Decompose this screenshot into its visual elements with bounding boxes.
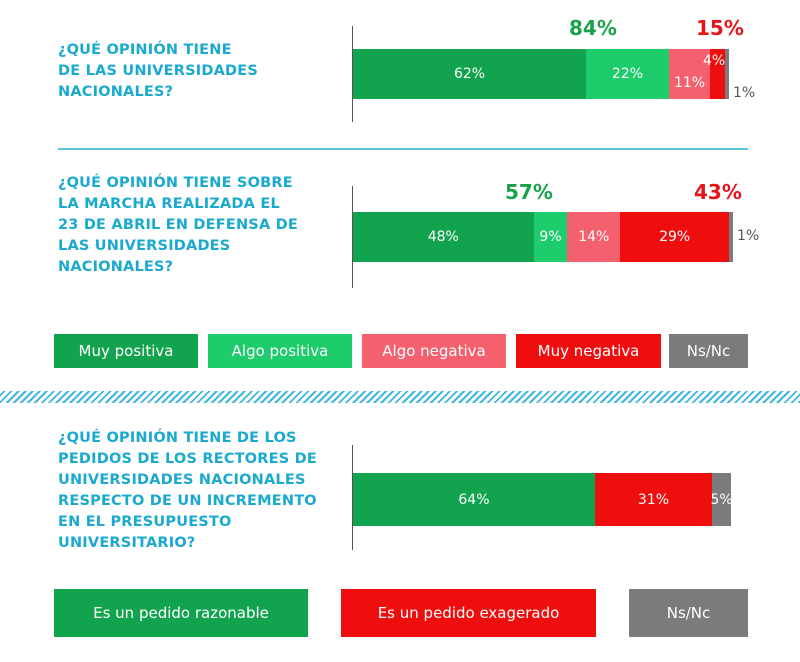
question-1: ¿QUÉ OPINIÓN TIENE DE LAS UNIVERSIDADES …	[58, 42, 259, 100]
stacked-bar-3: 64% 31% 5%	[353, 473, 733, 526]
bar3-segment-es-un-pedido-exagerado: 31%	[594, 473, 713, 526]
legend-algo-negativa: Algo negativa	[362, 334, 506, 368]
axis-line-3	[352, 445, 353, 550]
total-positive-1: 84%	[569, 16, 617, 40]
bar2-segment-algo-negativa: 14%	[567, 212, 621, 262]
hatched-divider	[0, 391, 800, 403]
bar1-segment-algo-positiva: 22%	[586, 49, 669, 99]
legend-muy-negativa: Muy negativa	[516, 334, 661, 368]
stacked-bar-1: 62% 22% 11% 4% 1%	[353, 49, 755, 101]
legend-muy-positiva: Muy positiva	[54, 334, 198, 368]
bar1-segment-muy-negativa: 4%	[703, 49, 726, 99]
section-divider	[58, 148, 748, 150]
question-2: ¿QUÉ OPINIÓN TIENE SOBRE LA MARCHA REALI…	[58, 175, 298, 275]
axis-line-1	[352, 26, 353, 122]
legend-nsnc: Ns/Nc	[669, 334, 748, 368]
bar1-segment-ns-nc	[725, 49, 729, 99]
bar2-label-outside: 1%	[737, 228, 760, 244]
bar1-label-outside: 1%	[733, 85, 756, 101]
bar3-segment-ns-nc: 5%	[710, 473, 733, 526]
bar2-segment-algo-positiva: 9%	[533, 212, 568, 262]
bar2-segment-muy-positiva: 48%	[353, 212, 534, 262]
total-positive-2: 57%	[505, 180, 553, 204]
total-negative-2: 43%	[694, 180, 742, 204]
bar2-segment-ns-nc	[729, 212, 733, 262]
total-negative-1: 15%	[696, 16, 744, 40]
legend-pedido-razonable: Es un pedido razonable	[54, 589, 308, 637]
bar1-segment-algo-negativa: 11%	[668, 49, 711, 99]
axis-line-2	[352, 186, 353, 288]
bar1-segment-muy-positiva: 62%	[353, 49, 587, 99]
legend-pedido-exagerado: Es un pedido exagerado	[341, 589, 596, 637]
legend-algo-positiva: Algo positiva	[208, 334, 352, 368]
question-3: ¿QUÉ OPINIÓN TIENE DE LOS PEDIDOS DE LOS…	[58, 430, 317, 551]
stacked-bar-2: 48% 9% 14% 29% 1%	[353, 212, 759, 262]
bar3-segment-es-un-pedido-razonable: 64%	[353, 473, 595, 526]
legend-nsnc-2: Ns/Nc	[629, 589, 748, 637]
bar2-segment-muy-negativa: 29%	[620, 212, 730, 262]
